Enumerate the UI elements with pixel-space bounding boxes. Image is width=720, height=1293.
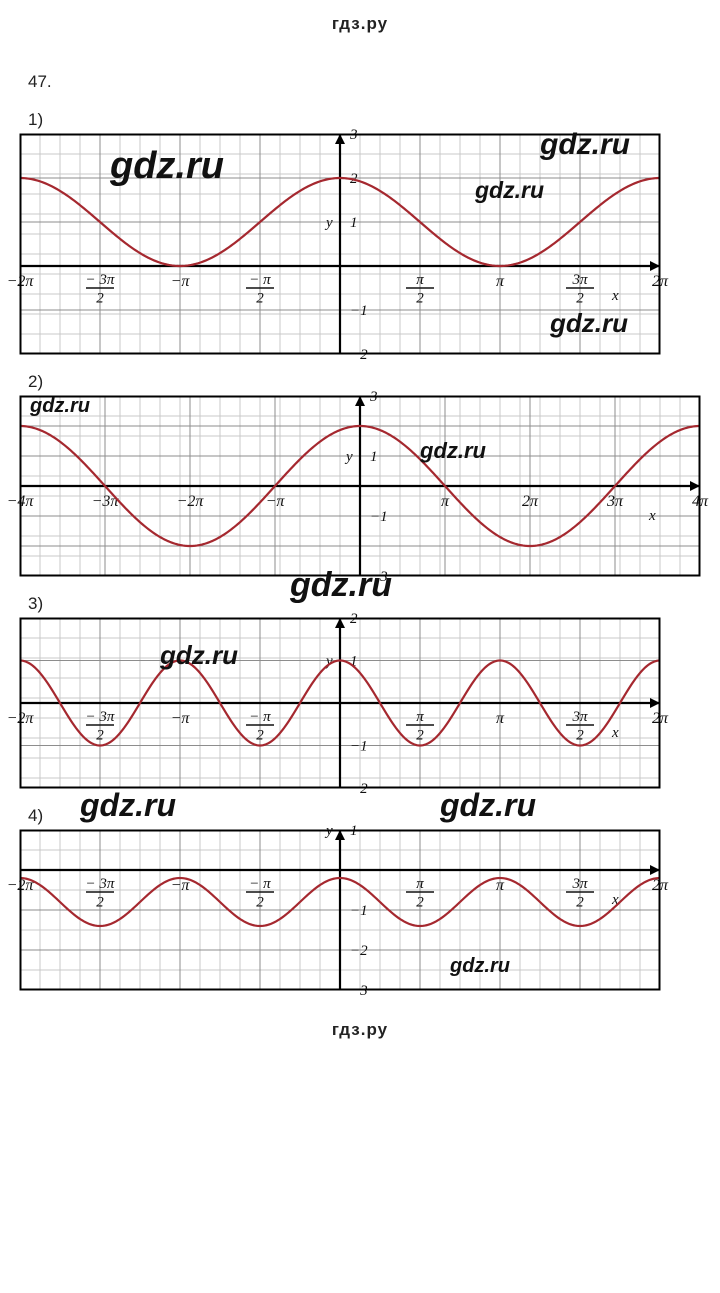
svg-text:2: 2: [416, 290, 424, 306]
watermark: gdz.ru: [79, 787, 176, 823]
svg-text:2π: 2π: [522, 493, 539, 510]
page: гдз.ру 47. 1)−2π− 3π2−π− π2π2π3π22π123−2…: [0, 0, 720, 1080]
svg-text:−1: −1: [370, 509, 388, 525]
svg-text:π: π: [441, 493, 450, 510]
watermark: gdz.ru: [159, 640, 238, 670]
watermark: gdz.ru: [539, 128, 630, 161]
watermark: gdz.ru: [419, 438, 487, 463]
svg-text:−π: −π: [266, 493, 286, 510]
svg-text:3π: 3π: [571, 272, 588, 288]
watermark: gdz.ru: [439, 787, 536, 823]
svg-text:π: π: [496, 273, 505, 290]
svg-text:−3: −3: [350, 983, 368, 999]
svg-text:2: 2: [576, 894, 584, 910]
chart-svg: −2π− 3π2−π− π2π2π3π22π1−3−2−1yxgdz.rugdz…: [20, 830, 660, 990]
svg-text:1: 1: [350, 215, 358, 231]
svg-text:π: π: [416, 876, 424, 892]
problem-number: 47.: [28, 72, 720, 92]
svg-text:−2: −2: [350, 943, 368, 959]
watermark: gdz.ru: [109, 145, 224, 187]
watermark: gdz.ru: [549, 308, 628, 338]
svg-text:2: 2: [416, 894, 424, 910]
watermark: gdz.ru: [449, 955, 510, 977]
chart-wrap: −4π−3π−2π−ππ2π3π4π13−3−1yxgdz.rugdz.rugd…: [20, 396, 720, 576]
svg-text:2: 2: [96, 290, 104, 306]
svg-text:x: x: [611, 725, 619, 741]
chart-svg: −2π− 3π2−π− π2π2π3π22π123−2−1yxgdz.rugdz…: [20, 134, 660, 354]
svg-text:−2: −2: [350, 347, 368, 363]
svg-text:− π: − π: [249, 272, 271, 288]
svg-text:π: π: [496, 877, 505, 894]
svg-text:π: π: [416, 709, 424, 725]
chart-svg: −4π−3π−2π−ππ2π3π4π13−3−1yxgdz.rugdz.rugd…: [20, 396, 700, 576]
svg-text:x: x: [611, 288, 619, 304]
svg-text:−1: −1: [350, 903, 368, 919]
svg-text:x: x: [648, 508, 656, 524]
svg-text:−2π: −2π: [177, 493, 205, 510]
svg-text:2: 2: [416, 727, 424, 743]
svg-text:3π: 3π: [571, 709, 588, 725]
svg-text:2: 2: [576, 290, 584, 306]
svg-text:y: y: [344, 449, 353, 465]
svg-text:−1: −1: [350, 739, 368, 755]
svg-text:−3π: −3π: [92, 493, 120, 510]
svg-text:y: y: [324, 215, 333, 231]
site-header: гдз.ру: [0, 0, 720, 42]
svg-text:2: 2: [256, 727, 264, 743]
svg-text:− 3π: − 3π: [86, 876, 115, 892]
svg-text:−π: −π: [171, 710, 191, 727]
svg-text:3π: 3π: [606, 493, 624, 510]
svg-text:2: 2: [256, 894, 264, 910]
svg-text:π: π: [416, 272, 424, 288]
svg-text:−1: −1: [350, 303, 368, 319]
svg-text:π: π: [496, 710, 505, 727]
svg-text:2: 2: [96, 894, 104, 910]
svg-text:− 3π: − 3π: [86, 709, 115, 725]
watermark: gdz.ru: [474, 177, 544, 203]
svg-text:− π: − π: [249, 876, 271, 892]
svg-text:1: 1: [370, 449, 378, 465]
charts-container: 1)−2π− 3π2−π− π2π2π3π22π123−2−1yxgdz.rug…: [0, 110, 720, 990]
site-footer: гдз.ру: [0, 990, 720, 1050]
chart-wrap: −2π− 3π2−π− π2π2π3π22π12−2−1yxgdz.ru: [20, 618, 720, 788]
svg-text:− 3π: − 3π: [86, 272, 115, 288]
svg-text:2: 2: [96, 727, 104, 743]
watermark: gdz.ru: [289, 566, 392, 604]
chart-wrap: −2π− 3π2−π− π2π2π3π22π123−2−1yxgdz.rugdz…: [20, 134, 720, 354]
subproblem-label: 1): [28, 110, 720, 130]
svg-text:−π: −π: [171, 273, 191, 290]
svg-text:2: 2: [576, 727, 584, 743]
svg-text:− π: − π: [249, 709, 271, 725]
svg-text:−2: −2: [350, 781, 368, 797]
watermark: gdz.ru: [29, 395, 90, 417]
svg-text:2: 2: [256, 290, 264, 306]
chart-wrap: −2π− 3π2−π− π2π2π3π22π1−3−2−1yxgdz.rugdz…: [20, 830, 720, 990]
svg-text:3π: 3π: [571, 876, 588, 892]
chart-svg: −2π− 3π2−π− π2π2π3π22π12−2−1yxgdz.ru: [20, 618, 660, 788]
